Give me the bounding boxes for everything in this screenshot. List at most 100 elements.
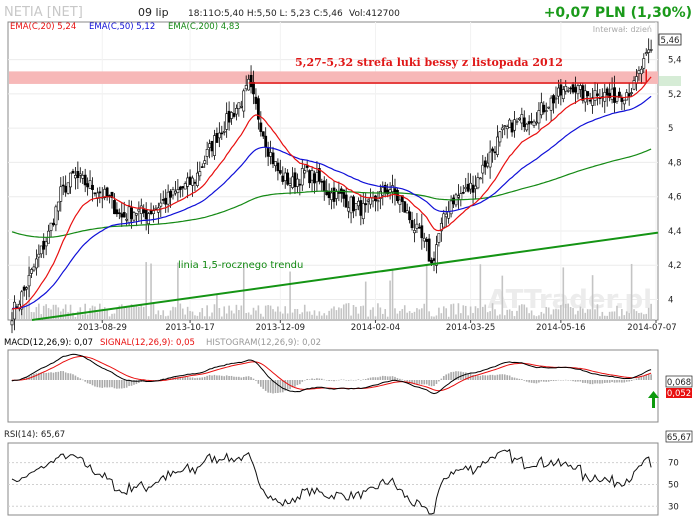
macd-hist-bar — [257, 380, 260, 384]
candle-body — [227, 110, 231, 123]
volume-bar — [518, 305, 521, 320]
macd-hist-bar — [508, 375, 511, 380]
macd-hist-bar — [572, 380, 574, 382]
candle-body — [10, 320, 14, 326]
volume-bar — [494, 309, 496, 320]
volume-bar — [362, 305, 365, 320]
macd-hist-bar — [369, 377, 372, 380]
volume-bar — [491, 303, 494, 320]
rsi-y-axis: 70 50 30 — [668, 459, 679, 513]
macd-hist-bar — [216, 375, 218, 380]
volume-bar — [396, 313, 399, 320]
time-label: 18:11 — [188, 9, 214, 19]
volume-bar — [142, 306, 145, 320]
volume-bar — [235, 304, 238, 320]
macd-hist-bar — [611, 380, 613, 383]
volume-bar — [364, 281, 367, 320]
volume-bar — [52, 304, 55, 320]
macd-hist-bar — [450, 372, 452, 380]
candle-body — [476, 177, 480, 189]
macd-hist-bar — [552, 380, 555, 382]
volume-bar — [86, 314, 89, 320]
last-price-marker: 5,46 — [658, 33, 682, 46]
macd-hist-bar — [340, 379, 343, 381]
volume-bar — [211, 312, 213, 320]
candle-body — [408, 211, 412, 221]
volume-bar — [255, 310, 257, 320]
candle-body — [242, 90, 246, 112]
candle-body — [544, 110, 548, 112]
volume-bar — [150, 263, 152, 320]
volume-bar — [286, 313, 289, 320]
volume-bar — [328, 310, 330, 320]
candle-body — [147, 213, 151, 225]
volume-bar — [77, 311, 79, 320]
volume-bar — [313, 310, 316, 320]
candle-body — [471, 184, 475, 193]
macd-hist-bar — [640, 376, 643, 380]
macd-hist-bar — [33, 373, 35, 380]
price-y-tick: 4,2 — [668, 261, 682, 271]
candle-body — [447, 211, 451, 219]
volume-bar — [377, 303, 379, 320]
macd-hist-bar — [569, 380, 572, 381]
macd-hist-bar — [333, 380, 335, 382]
macd-hist-bar — [425, 380, 428, 385]
volume-bar — [603, 315, 606, 320]
volume-bar — [201, 308, 204, 320]
macd-hist-bar — [328, 380, 330, 381]
volume-bar — [291, 312, 294, 320]
candle-body — [352, 196, 355, 212]
candle-body — [193, 181, 197, 184]
price-y-tick: 5,4 — [668, 56, 682, 66]
volume-bar — [57, 307, 60, 320]
candle-body — [166, 191, 170, 205]
macd-hist-bar — [591, 380, 594, 385]
candle-body — [420, 225, 424, 239]
candle-body — [308, 170, 312, 184]
candle-body — [293, 172, 297, 188]
macd-hist-bar — [330, 380, 333, 381]
macd-hist-bar — [381, 375, 384, 380]
volume-bar — [81, 314, 84, 320]
rsi-panel-frame — [7, 442, 659, 516]
candle-body — [535, 121, 538, 124]
macd-hist-bar — [99, 380, 101, 388]
candle-body — [435, 244, 438, 266]
candle-body — [171, 189, 175, 196]
candle-body — [330, 192, 333, 200]
candle-body — [203, 160, 207, 164]
candle-body — [317, 168, 321, 182]
volume-bar — [25, 303, 28, 320]
candle-body — [322, 180, 326, 192]
volume-bar — [272, 309, 274, 320]
macd-hist-bar — [201, 377, 204, 380]
volume-bar — [503, 315, 506, 320]
candle-body — [235, 107, 238, 115]
candle-body — [432, 258, 436, 261]
macd-hist-bar — [179, 377, 182, 380]
macd-legend-item: MACD(12,26,9): 0,07 — [4, 338, 93, 348]
macd-hist-bar — [428, 380, 430, 386]
macd-hist-bar — [635, 378, 638, 380]
macd-line — [11, 353, 652, 395]
volume-bar — [262, 316, 265, 320]
volume-bar — [489, 311, 491, 320]
candle-body — [313, 173, 316, 184]
candle-body — [59, 186, 63, 202]
macd-hist-bar — [208, 375, 211, 380]
volume-bar — [430, 316, 433, 320]
macd-hist-bar — [89, 380, 91, 384]
macd-hist-bar — [118, 380, 121, 389]
candle-body — [66, 182, 70, 194]
candle-body — [217, 132, 221, 139]
macd-hist-bar — [262, 380, 265, 389]
macd-hist-bar — [186, 376, 189, 380]
candle-body — [566, 90, 570, 92]
volume-bar — [421, 308, 423, 320]
macd-hist-bar — [394, 376, 396, 380]
candle-body — [613, 87, 616, 103]
candle-body — [130, 207, 133, 219]
volume-bar — [560, 305, 562, 320]
candle-body — [276, 162, 280, 172]
